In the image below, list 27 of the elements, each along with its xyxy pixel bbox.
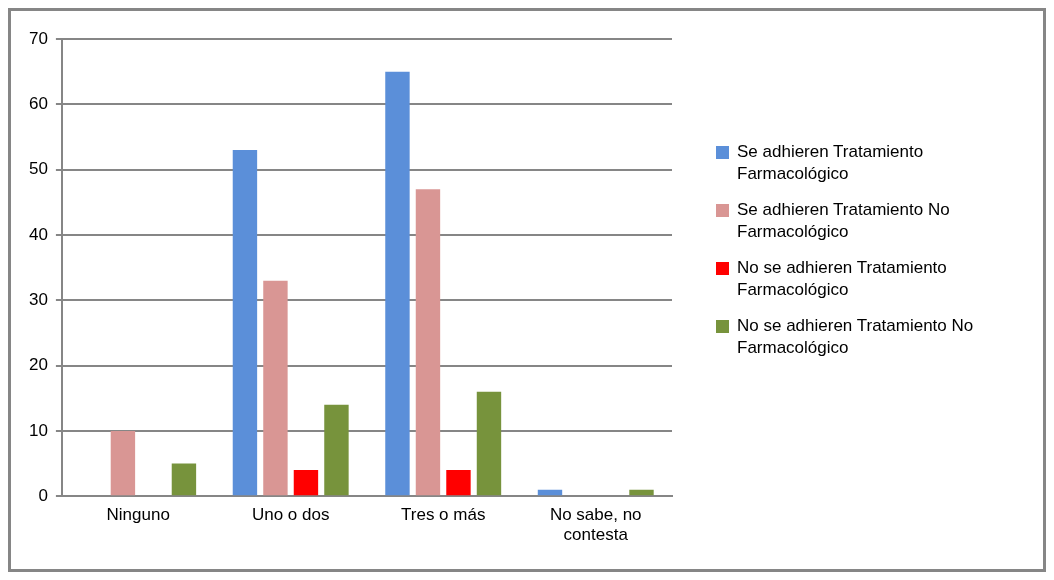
bar (446, 470, 471, 496)
legend-label: No se adhieren Tratamiento Farmacológico (737, 257, 948, 301)
bar (476, 391, 502, 496)
y-tick-label: 10 (28, 420, 48, 440)
x-tick-label: Uno o dos (251, 505, 330, 525)
bar (293, 470, 319, 496)
y-tick-label: 60 (28, 94, 48, 113)
bar (110, 430, 136, 496)
y-tick-label: 0 (38, 485, 48, 505)
y-tick-label: 40 (28, 224, 48, 244)
bar (324, 404, 349, 496)
x-tick-label: No sabe, no contesta (549, 505, 642, 545)
y-tick-label: 20 (28, 355, 48, 375)
bar (385, 71, 410, 496)
bar (415, 189, 441, 496)
legend-label: No se adhieren Tratamiento No Farmacológico (737, 315, 975, 359)
bar (263, 280, 288, 496)
x-tick-label: Tres o más (401, 505, 486, 525)
y-tick-label: 50 (28, 159, 48, 179)
bar (171, 463, 197, 496)
x-tick-label: Ninguno (106, 505, 170, 525)
legend-label: Se adhieren Tratamiento Farmacológico (737, 141, 925, 185)
y-tick-label: 70 (28, 28, 48, 48)
bar (629, 489, 654, 496)
bar (232, 150, 258, 496)
legend-label: Se adhieren Tratamiento No Farmacológico (737, 199, 951, 243)
y-tick-label: 30 (28, 289, 48, 309)
